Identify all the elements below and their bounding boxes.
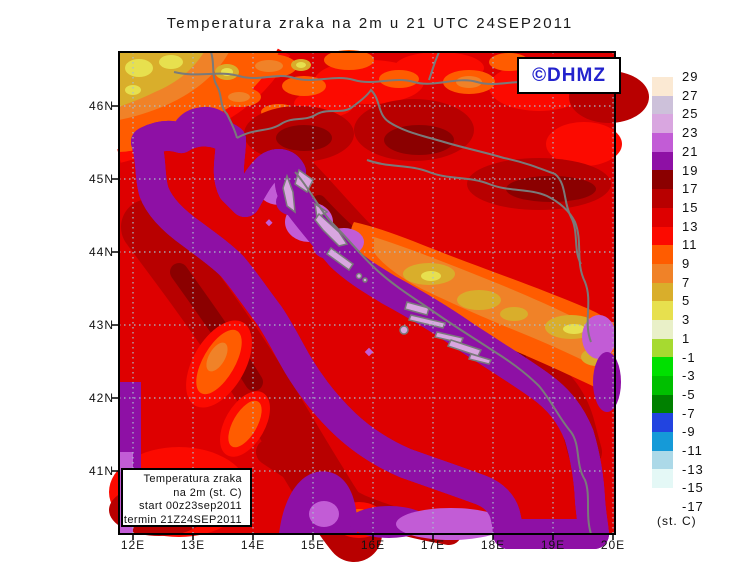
colorbar-tick-label: 17 [682, 181, 699, 197]
dalmatian-islands [265, 168, 493, 365]
x-tick-label: 13E [180, 538, 206, 552]
colorbar-tick-label: 25 [682, 106, 699, 122]
colorbar-swatch [652, 189, 673, 208]
colorbar-swatch [652, 413, 673, 433]
page-title: Temperatura zraka na 2m u 21 UTC 24SEP20… [166, 15, 574, 32]
y-tick-label: 44N [88, 245, 114, 259]
x-tick-label: 15E [300, 538, 326, 552]
y-tick-label: 46N [88, 99, 114, 113]
colorbar-tick-label: -9 [682, 424, 696, 440]
colorbar-tick-label: -5 [682, 386, 696, 402]
colorbar-swatch [652, 338, 673, 358]
bosnia-cool-band [350, 222, 615, 397]
colorbar-swatch [652, 432, 673, 451]
colorbar-tick-label: -11 [682, 443, 703, 458]
colorbar-tick-label: -1 [682, 349, 696, 365]
dhmz-logo-box: ©DHMZ [517, 57, 621, 94]
dhmz-logo-text: ©DHMZ [532, 64, 606, 86]
colorbar-tick-label: 3 [682, 312, 691, 328]
colorbar-swatch [652, 77, 673, 96]
colorbar-tick-label: 7 [682, 274, 691, 290]
colorbar-tick-label: -13 [682, 461, 704, 477]
colorbar-swatch [652, 207, 673, 227]
run-info-line: na 2m (st. C) [173, 486, 242, 499]
colorbar-tick-label: 5 [682, 293, 691, 309]
colorbar-swatch [652, 133, 673, 152]
run-info-line: termin 21Z24SEP2011 [123, 513, 242, 526]
colorbar-tick-label: 21 [682, 143, 699, 159]
x-tick-label: 19E [540, 538, 566, 552]
colorbar-swatch [652, 245, 673, 264]
run-info-line: Temperatura zraka [143, 473, 242, 485]
colorbar-swatch [652, 394, 673, 414]
colorbar-swatch [652, 376, 673, 395]
run-info-line: start 00z23sep2011 [138, 500, 242, 512]
x-tick-label: 20E [600, 538, 626, 552]
colorbar-tick-label: 19 [682, 162, 699, 178]
x-tick-label: 14E [240, 538, 266, 552]
colorbar-tick-label: 15 [682, 199, 699, 215]
colorbar [652, 77, 673, 507]
y-tick-label: 42N [88, 391, 114, 405]
colorbar-tick-label: 23 [682, 125, 699, 141]
colorbar-tick-label: -7 [682, 405, 696, 421]
y-tick-label: 43N [88, 318, 114, 332]
x-tick-label: 18E [480, 538, 506, 552]
x-tick-label: 16E [360, 538, 386, 552]
x-tick-label: 12E [120, 538, 146, 552]
colorbar-swatch [652, 357, 673, 376]
colorbar-swatch [652, 319, 673, 339]
colorbar-swatch [652, 450, 673, 470]
colorbar-tick-label: 11 [682, 237, 698, 253]
colorbar-swatch [652, 95, 673, 115]
colorbar-swatch [652, 151, 673, 171]
colorbar-tick-label: 29 [682, 69, 699, 84]
x-tick-label: 17E [420, 538, 446, 552]
colorbar-swatch [652, 469, 673, 489]
y-tick-label: 45N [88, 172, 114, 186]
colorbar-tick-label: -17 [682, 499, 704, 515]
run-info-box: Temperatura zraka na 2m (st. C) start 00z2… [121, 468, 252, 527]
colorbar-swatch [652, 114, 673, 134]
colorbar-swatch [652, 488, 673, 507]
colorbar-swatch [652, 282, 673, 302]
colorbar-swatch [652, 263, 673, 283]
colorbar-tick-label: 27 [682, 87, 699, 103]
colorbar-tick-label: -15 [682, 480, 704, 496]
colorbar-tick-label: 13 [682, 218, 699, 234]
colorbar-tick-label: 9 [682, 256, 691, 271]
colorbar-unit-label: (st. C) [657, 514, 697, 528]
map-frame [118, 51, 616, 535]
temperature-contour-map [109, 48, 649, 562]
colorbar-tick-label: -3 [682, 368, 696, 384]
y-tick-label: 41N [88, 464, 114, 478]
colorbar-tick-label: 1 [682, 330, 691, 346]
colorbar-swatch [652, 170, 673, 190]
colorbar-swatch [652, 301, 673, 320]
colorbar-swatch [652, 226, 673, 246]
